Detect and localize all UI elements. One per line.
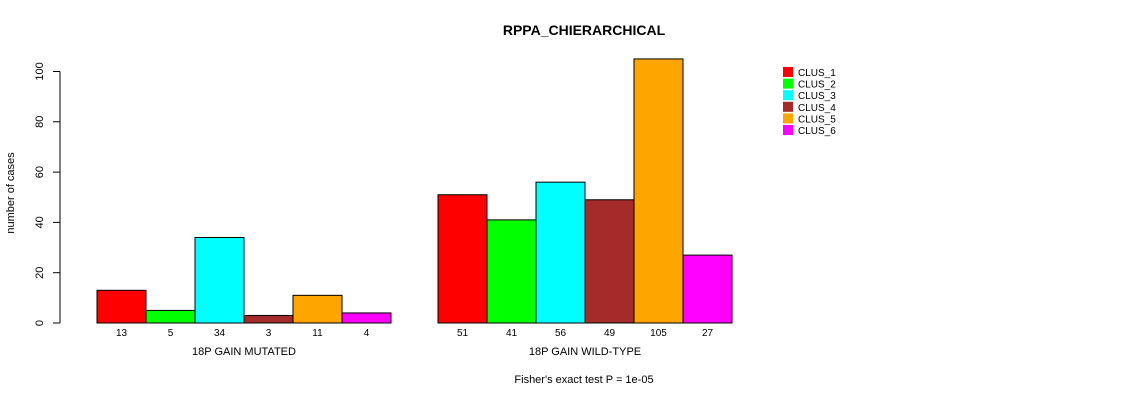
bar-value-labels: 13 5 34 3 11 4 51 41 56 49 105 27 bbox=[116, 328, 714, 339]
legend-swatch bbox=[783, 78, 793, 89]
legend-label: CLUS_6 bbox=[798, 126, 836, 137]
y-axis-label: number of cases bbox=[5, 152, 17, 234]
group-label: 18P GAIN MUTATED bbox=[192, 346, 296, 358]
bar-value-label: 3 bbox=[266, 328, 272, 339]
bar-value-label: 51 bbox=[457, 328, 469, 339]
chart-title: RPPA_CHIERARCHICAL bbox=[503, 22, 666, 38]
bar-clus-5 bbox=[292, 294, 343, 324]
y-tick-label: 60 bbox=[34, 166, 46, 178]
bar-value-label: 11 bbox=[312, 328, 323, 339]
bar-value-label: 41 bbox=[506, 328, 518, 339]
y-tick-label: 20 bbox=[34, 267, 46, 279]
bar-clus-4 bbox=[584, 199, 635, 324]
group-labels: 18P GAIN MUTATED 18P GAIN WILD-TYPE bbox=[192, 346, 641, 358]
legend-swatch bbox=[783, 125, 793, 135]
bar-value-label: 34 bbox=[214, 328, 226, 339]
bar-value-label: 56 bbox=[555, 328, 567, 339]
legend-label: CLUS_3 bbox=[798, 91, 836, 102]
bar-clus-3 bbox=[194, 236, 245, 324]
legend-swatch bbox=[783, 113, 793, 124]
y-tick-label: 40 bbox=[34, 216, 46, 228]
legend-swatch bbox=[783, 67, 793, 77]
legend-label: CLUS_4 bbox=[798, 103, 836, 114]
bar-value-label: 13 bbox=[116, 328, 128, 339]
bar-value-label: 105 bbox=[650, 328, 667, 339]
bar-value-label: 49 bbox=[604, 328, 616, 339]
legend-label: CLUS_2 bbox=[798, 80, 836, 91]
y-tick-label: 100 bbox=[34, 62, 46, 80]
y-tick-label: 0 bbox=[34, 320, 46, 326]
fisher-test-label: Fisher's exact test P = 1e-05 bbox=[514, 374, 653, 386]
bar-value-label: 4 bbox=[364, 328, 370, 339]
bar-clus-5 bbox=[633, 58, 684, 324]
legend-swatch bbox=[783, 101, 793, 112]
y-tick-label: 80 bbox=[34, 116, 46, 128]
legend-label: CLUS_5 bbox=[798, 114, 836, 125]
bar-clus-6 bbox=[341, 312, 392, 324]
bar-clus-1 bbox=[437, 194, 488, 324]
legend-swatch bbox=[783, 90, 793, 101]
bars bbox=[96, 58, 733, 324]
bar-clus-1 bbox=[96, 289, 147, 324]
bar-value-label: 27 bbox=[702, 328, 714, 339]
legend-label: CLUS_1 bbox=[798, 68, 836, 79]
bar-clus-3 bbox=[535, 181, 586, 324]
bar-value-label: 5 bbox=[168, 328, 174, 339]
bar-clus-4 bbox=[243, 314, 294, 324]
y-axis: 0 20 40 60 80 100 bbox=[34, 62, 61, 326]
bar-clus-6 bbox=[682, 254, 733, 324]
group-label: 18P GAIN WILD-TYPE bbox=[529, 346, 641, 358]
bar-clus-2 bbox=[486, 219, 537, 324]
bar-clus-2 bbox=[145, 309, 196, 324]
